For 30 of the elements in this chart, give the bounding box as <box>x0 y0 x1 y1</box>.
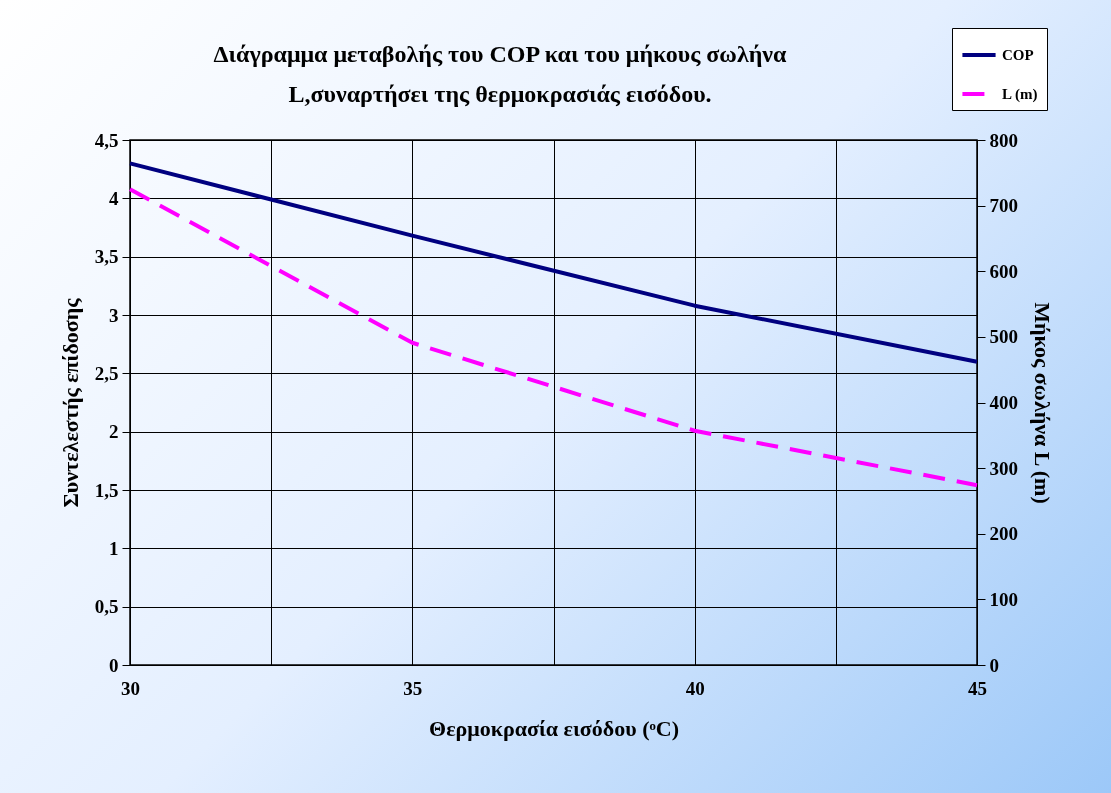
y2-axis-title: Μήκος σωλήνα L (m) <box>1030 302 1055 504</box>
x-tick-label: 45 <box>968 677 987 699</box>
y-tick-label: 2,5 <box>94 362 119 384</box>
y2-tick-label: 600 <box>989 260 1018 282</box>
y2-tick-label: 700 <box>989 195 1018 217</box>
y-axis-title: Συντελεστής επίδοσης <box>57 297 83 508</box>
x-tick-label: 35 <box>403 677 423 699</box>
x-tick-label: 30 <box>121 677 140 699</box>
y2-tick-label: 0 <box>989 654 999 676</box>
y-tick-label: 1,5 <box>94 479 119 501</box>
y-tick-label: 1 <box>109 537 119 559</box>
y-tick-label: 4 <box>109 187 119 209</box>
y-tick-label: 0 <box>109 654 119 676</box>
y-tick-label: 2 <box>109 421 119 443</box>
legend-label: L (m) <box>1002 86 1038 103</box>
x-tick-label: 40 <box>685 677 705 699</box>
text: L,συναρτήσει της θερμοκρασιάς εισόδου. <box>288 81 712 107</box>
text: Διάγραμμα μεταβολής του COP και του μήκους σωλήνα <box>213 41 787 67</box>
y-tick-label: 3 <box>109 304 119 326</box>
y2-tick-label: 500 <box>989 326 1018 348</box>
y-tick-label: 3,5 <box>94 246 119 268</box>
y-tick-label: 0,5 <box>94 596 119 618</box>
y2-tick-label: 200 <box>989 523 1018 545</box>
y2-tick-label: 400 <box>989 392 1018 413</box>
y2-tick-label: 300 <box>989 457 1018 479</box>
y2-tick-label: 100 <box>989 588 1018 610</box>
y-tick-label: 4,5 <box>94 129 119 151</box>
y2-tick-label: 800 <box>989 129 1018 151</box>
x-axis-title: Θερμοκρασία εισόδου (ᵒC) <box>429 715 679 741</box>
legend-label: COP <box>1002 47 1034 63</box>
